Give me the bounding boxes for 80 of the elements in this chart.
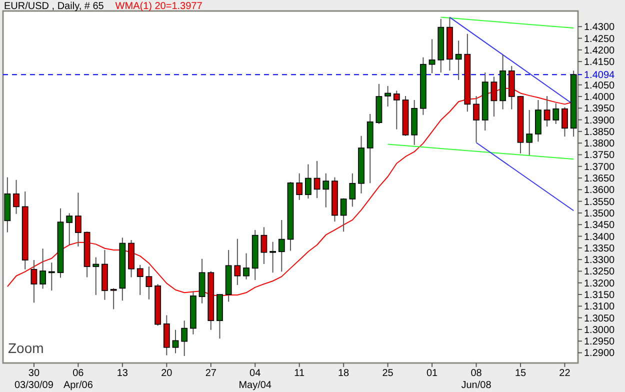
x-tick-label: 15 [514, 368, 526, 379]
y-tick-label: 1.4050 [584, 80, 616, 92]
candlestick [243, 252, 250, 280]
candlestick [544, 96, 550, 128]
y-tick-label: 1.4300 [584, 22, 616, 34]
y-tick-label: 1.4250 [584, 34, 616, 45]
y-tick-label: 1.2900 [584, 348, 616, 360]
candlestick [393, 90, 400, 130]
candlestick [562, 106, 568, 138]
y-tick-label: 1.3650 [584, 174, 616, 185]
x-tick-label: 25 [382, 368, 394, 379]
y-tick-label: 1.3750 [584, 150, 616, 162]
chart-title: EUR/USD , Daily, # 65 [4, 1, 104, 12]
y-tick-label: 1.3100 [584, 302, 616, 313]
candlestick [314, 160, 320, 199]
y-tick-label: 1.3200 [584, 278, 616, 290]
x-tick-label: 30 03/30/09 [14, 368, 54, 391]
candlestick [181, 320, 188, 357]
candlestick [163, 314, 170, 356]
x-tick-label: 06 Apr/06 [63, 368, 94, 391]
candlestick [428, 38, 436, 74]
y-tick-label: 1.4150 [584, 57, 616, 68]
candlestick [455, 40, 462, 80]
y-tick-label: 1.3350 [584, 243, 616, 254]
ref-line-label: 1.4094 [584, 70, 616, 82]
x-tick-label: 11 [294, 368, 305, 379]
candlestick [136, 264, 144, 296]
candlestick [270, 241, 276, 274]
y-tick-label: 1.3700 [584, 162, 616, 173]
candlestick [30, 260, 38, 304]
candlestick [473, 96, 480, 143]
candlestick [66, 212, 73, 246]
candlestick [490, 76, 498, 118]
y-tick-label: 1.3900 [584, 115, 616, 126]
candlestick [92, 256, 100, 296]
x-tick-label: 08 Jun/08 [461, 368, 492, 391]
candlestick [349, 172, 356, 208]
candlestick [172, 329, 179, 354]
candlestick [322, 172, 330, 208]
candlestick [340, 198, 347, 232]
candlestick [526, 110, 533, 156]
y-tick-label: 1.3950 [584, 104, 616, 115]
candlestick [384, 86, 392, 108]
candlestick [198, 258, 206, 304]
x-tick-label: 20 [161, 368, 173, 379]
x-tick-label: 27 [205, 368, 217, 379]
text: WMA(1) 20=1.3977 [115, 1, 203, 12]
y-tick-label: 1.3500 [584, 208, 616, 220]
y-tick-label: 1.3850 [584, 126, 616, 138]
y-tick-label: 1.2950 [584, 336, 616, 348]
y-tick-label: 1.3550 [584, 196, 616, 208]
candlestick [534, 99, 542, 142]
candlestick [110, 288, 117, 310]
y-tick-label: 1.3000 [584, 324, 616, 336]
y-tick-label: 1.3050 [584, 313, 616, 324]
candlestick [552, 102, 560, 124]
y-tick-label: 1.3400 [584, 232, 616, 243]
candlestick [40, 248, 46, 290]
y-tick-label: 1.3600 [584, 185, 616, 196]
candlestick [260, 226, 268, 264]
y-tick-label: 1.3150 [584, 290, 616, 302]
y-tick-label: 1.4000 [584, 92, 616, 103]
candlestick [146, 266, 152, 300]
candlestick [13, 179, 20, 214]
y-tick-label: 1.4200 [584, 45, 616, 56]
y-tick-label: 1.3300 [584, 255, 616, 266]
y-tick-label: 1.3450 [584, 220, 616, 232]
candlestick [234, 238, 241, 286]
x-tick-label: 04 May/04 [238, 368, 272, 391]
candlestick [278, 219, 285, 272]
y-tick-label: 1.3800 [584, 138, 616, 150]
candlestick [296, 172, 303, 200]
candlestick [74, 192, 82, 248]
x-tick-label: 22 [559, 368, 571, 379]
y-tick-label: 1.3250 [584, 266, 616, 278]
x-tick-label: 13 [116, 368, 128, 379]
x-tick-label: 18 [338, 368, 350, 379]
annotation: Zoom [8, 340, 44, 356]
candlestick [304, 164, 312, 200]
x-tick-label: 01 [426, 368, 438, 379]
